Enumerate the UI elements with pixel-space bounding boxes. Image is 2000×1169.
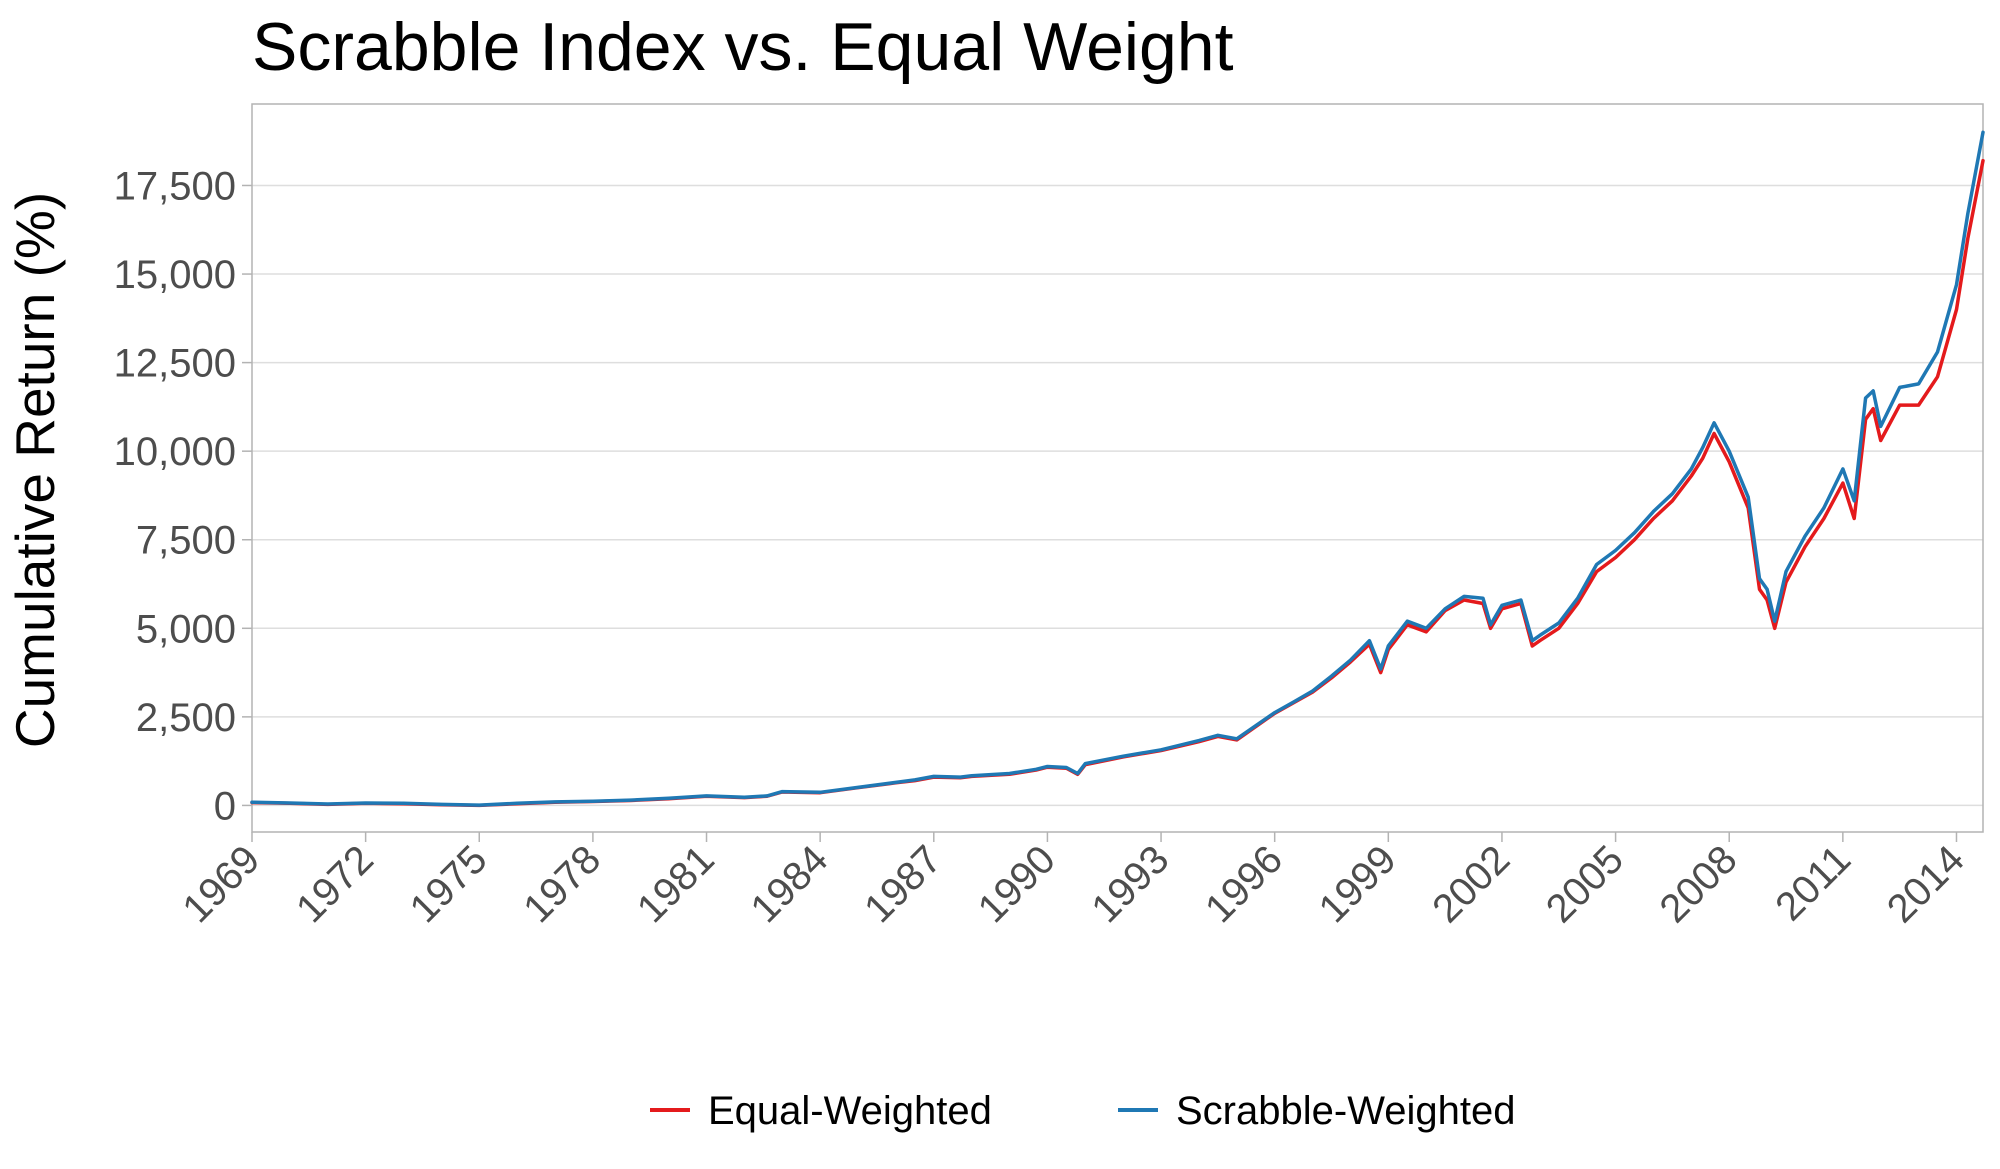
legend: Equal-Weighted Scrabble-Weighted	[650, 1089, 1515, 1133]
x-tick-label: 1987	[856, 837, 950, 931]
gridlines	[252, 184, 1983, 807]
series-line-equal-weighted	[250, 158, 1985, 808]
x-tick-label: 1978	[515, 837, 609, 931]
x-tick-label: 1975	[402, 837, 496, 931]
series-lines	[250, 130, 1985, 808]
legend-item-equal-weighted: Equal-Weighted	[650, 1089, 992, 1133]
legend-label: Scrabble-Weighted	[1176, 1089, 1515, 1133]
legend-item-scrabble-weighted: Scrabble-Weighted	[1118, 1089, 1515, 1133]
y-axis-label: Cumulative Return (%)	[4, 192, 66, 748]
x-tick-label: 2008	[1652, 837, 1746, 931]
x-tick-label: 2011	[1767, 837, 1859, 929]
x-tick-label: 1969	[174, 837, 268, 931]
x-tick-label: 2005	[1538, 837, 1632, 931]
x-tick-label: 1981	[629, 837, 723, 931]
series-line-scrabble-weighted	[250, 130, 1985, 807]
y-tick-label: 0	[214, 784, 236, 828]
x-tick-label: 1996	[1197, 837, 1291, 931]
x-tick-label: 1972	[288, 837, 382, 931]
y-tick-label: 10,000	[114, 430, 236, 474]
x-tick-label: 1990	[970, 837, 1064, 931]
legend-label: Equal-Weighted	[708, 1089, 992, 1133]
x-tick-label: 1999	[1311, 837, 1405, 931]
y-axis: 0 2,500 5,000 7,500 10,000 12,500 15,000 17,500	[114, 164, 252, 828]
x-tick-label: 2002	[1424, 837, 1518, 931]
y-tick-label: 15,000	[114, 253, 236, 297]
chart-title: Scrabble Index vs. Equal Weight	[252, 9, 1234, 85]
y-tick-label: 5,000	[136, 607, 236, 651]
x-axis: 1969 1972 1975 1978 1981 1984 1987 1990 1993 1996…	[174, 832, 1973, 931]
y-tick-label: 12,500	[114, 342, 236, 386]
y-tick-label: 17,500	[114, 164, 236, 208]
x-tick-label: 2014	[1879, 837, 1973, 931]
y-tick-label: 7,500	[136, 519, 236, 563]
x-tick-label: 1993	[1083, 837, 1177, 931]
x-tick-label: 1984	[742, 837, 836, 931]
y-tick-label: 2,500	[136, 696, 236, 740]
plot-panel-border	[251, 103, 1984, 833]
